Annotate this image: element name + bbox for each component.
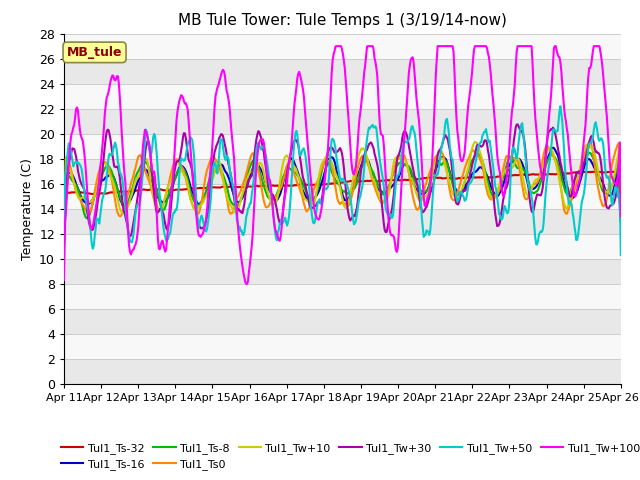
- Bar: [64, 234, 621, 259]
- Title: MB Tule Tower: Tule Temps 1 (3/19/14-now): MB Tule Tower: Tule Temps 1 (3/19/14-now…: [178, 13, 507, 28]
- Bar: [64, 359, 621, 384]
- Bar: [64, 334, 621, 359]
- Bar: [64, 84, 621, 108]
- Text: MB_tule: MB_tule: [67, 46, 122, 59]
- Bar: [64, 59, 621, 84]
- Bar: [64, 34, 621, 59]
- Legend: Tul1_Ts-32, Tul1_Ts-16, Tul1_Ts-8, Tul1_Ts0, Tul1_Tw+10, Tul1_Tw+30, Tul1_Tw+50,: Tul1_Ts-32, Tul1_Ts-16, Tul1_Ts-8, Tul1_…: [57, 438, 640, 474]
- Bar: [64, 284, 621, 309]
- Bar: [64, 309, 621, 334]
- Bar: [64, 159, 621, 184]
- Bar: [64, 134, 621, 159]
- Y-axis label: Temperature (C): Temperature (C): [20, 158, 33, 260]
- Bar: [64, 184, 621, 209]
- Bar: [64, 259, 621, 284]
- Bar: [64, 209, 621, 234]
- Bar: [64, 108, 621, 134]
